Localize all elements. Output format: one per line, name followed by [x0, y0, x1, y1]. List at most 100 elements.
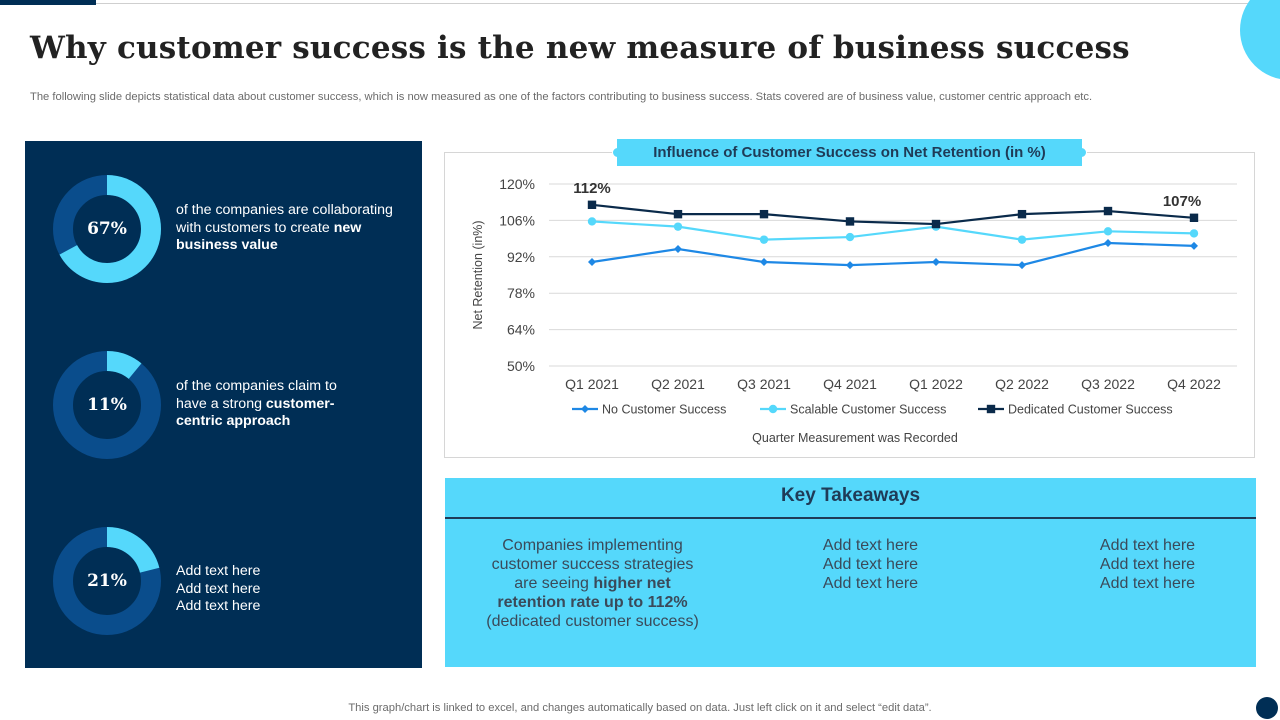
x-tick-label: Q1 2022 [909, 376, 963, 392]
y-tick-label: 120% [499, 176, 535, 192]
y-axis-label: Net Retention (in%) [471, 220, 485, 329]
series-line [591, 203, 1195, 226]
data-point [1190, 241, 1198, 250]
legend-marker [986, 404, 996, 414]
x-tick-label: Q4 2021 [823, 376, 877, 392]
donut-fill [53, 175, 161, 283]
y-tick-label: 92% [507, 249, 535, 265]
donut-fill [53, 527, 161, 635]
stat-text-1-plain: of the companies are collaborating with … [176, 202, 393, 236]
series-line [591, 220, 1195, 241]
takeaway-1-plain: are seeing [514, 575, 594, 592]
legend-label: Scalable Customer Success [790, 403, 946, 417]
donut-value-2: 11% [87, 395, 127, 415]
legend-marker [768, 404, 778, 414]
takeaway-3-line: Add text here [1099, 556, 1196, 573]
series-line [591, 241, 1195, 267]
footnote: This graph/chart is linked to excel, and… [348, 702, 932, 714]
stat-text-3: Add text here Add text here Add text her… [176, 563, 406, 616]
legend-label: Dedicated Customer Success [1008, 403, 1173, 417]
chart-frame[interactable] [444, 152, 1255, 458]
x-tick-label: Q3 2022 [1081, 376, 1135, 392]
takeaway-col-2: Add text here Add text here Add text her… [765, 536, 976, 593]
stat-text-2: of the companies claim to have a strong … [176, 378, 366, 431]
stat-text-3-line: Add text here [176, 598, 261, 614]
takeaway-1-bold: higher net [593, 575, 671, 592]
legend-label: No Customer Success [602, 403, 726, 417]
data-point [760, 258, 768, 266]
data-point [845, 232, 855, 242]
data-point [1104, 239, 1112, 248]
stat-text-2-plain: of the companies claim to have a strong [176, 378, 337, 412]
y-tick-label: 50% [507, 358, 535, 374]
takeaway-col-1: Companies implementing customer success … [465, 536, 720, 631]
stat-text-2-bold: customer-centric approach [176, 395, 335, 430]
data-point [1103, 227, 1113, 236]
slide-subtitle: The following slide depicts statistical … [30, 91, 1093, 103]
data-point [1189, 213, 1199, 222]
key-takeaways-divider [445, 517, 1256, 519]
donut-chart-3 [53, 527, 161, 635]
takeaway-1-line: customer success strategies [491, 556, 694, 573]
legend-marker [581, 405, 589, 413]
chart-title: Influence of Customer Success on Net Ret… [617, 139, 1082, 166]
donut-fill [53, 351, 161, 459]
takeaway-col-3: Add text here Add text here Add text her… [1042, 536, 1253, 593]
takeaway-1-line: Companies implementing [502, 537, 683, 554]
data-point [587, 217, 597, 226]
stat-card-1: 67% of the companies are collaborating w… [25, 174, 422, 284]
donut-chart-2 [53, 351, 161, 459]
stat-text-3-line: Add text here [176, 563, 261, 579]
stats-panel: 67% of the companies are collaborating w… [25, 141, 422, 668]
takeaway-3-line: Add text here [1099, 575, 1196, 592]
y-tick-label: 78% [507, 285, 535, 301]
takeaway-1-line: retention rate up to 112% [465, 593, 720, 612]
data-label: 112% [573, 180, 611, 197]
corner-decoration-circle [1240, 0, 1280, 80]
stat-text-3-line: Add text here [176, 580, 261, 597]
takeaway-3-line: Add text here [1099, 537, 1196, 554]
donut-value-3: 21% [87, 571, 127, 591]
data-point [759, 235, 769, 244]
data-point [759, 209, 769, 219]
stat-card-2: 11% of the companies claim to have a str… [25, 350, 422, 460]
stat-text-1: of the companies are collaborating with … [176, 202, 406, 255]
key-takeaways-title: Key Takeaways [780, 485, 921, 506]
takeaway-2-line: Add text here [822, 537, 919, 554]
takeaway-1-line: (dedicated customer success) [486, 613, 699, 630]
data-point [1017, 235, 1027, 244]
data-point [1017, 209, 1027, 219]
x-tick-label: Q3 2021 [737, 376, 791, 392]
data-point [846, 261, 854, 270]
donut-chart-1 [53, 175, 161, 283]
data-point [845, 217, 855, 226]
data-point [932, 258, 940, 266]
top-accent-bar [0, 0, 96, 5]
data-point [587, 200, 597, 209]
stat-text-1-bold: new business value [176, 219, 362, 254]
data-point [1103, 206, 1113, 216]
takeaway-2-line: Add text here [822, 556, 919, 573]
top-rule [0, 3, 1280, 4]
data-label: 107% [1163, 193, 1201, 210]
line-chart[interactable]: 50% 64% 78% 92% 106% 120% Q1 2021 Q2 2021 Q3 202… [444, 152, 1255, 458]
takeaway-1-bold: retention rate up to 112% [497, 594, 688, 611]
takeaway-1-line: are seeing higher net [465, 574, 720, 593]
x-tick-label: Q1 2021 [565, 376, 619, 392]
y-tick-label: 64% [507, 322, 535, 338]
takeaway-2-line: Add text here [822, 575, 919, 592]
data-point [1018, 261, 1026, 270]
data-point [931, 219, 941, 229]
x-tick-label: Q2 2021 [651, 376, 705, 392]
slide-title: Why customer success is the new measure … [30, 30, 1130, 66]
x-tick-label: Q2 2022 [995, 376, 1049, 392]
x-tick-label: Q4 2022 [1167, 376, 1221, 392]
stat-card-3: 21% Add text here Add text here Add text… [25, 526, 422, 636]
y-tick-label: 106% [499, 212, 535, 228]
data-point [673, 222, 683, 231]
bottom-decoration-dot [1256, 697, 1278, 719]
data-point [673, 209, 683, 219]
data-point [588, 258, 596, 266]
key-takeaways-panel: Key Takeaways Companies implementing cus… [445, 478, 1256, 667]
x-axis-label: Quarter Measurement was Recorded [752, 431, 958, 445]
